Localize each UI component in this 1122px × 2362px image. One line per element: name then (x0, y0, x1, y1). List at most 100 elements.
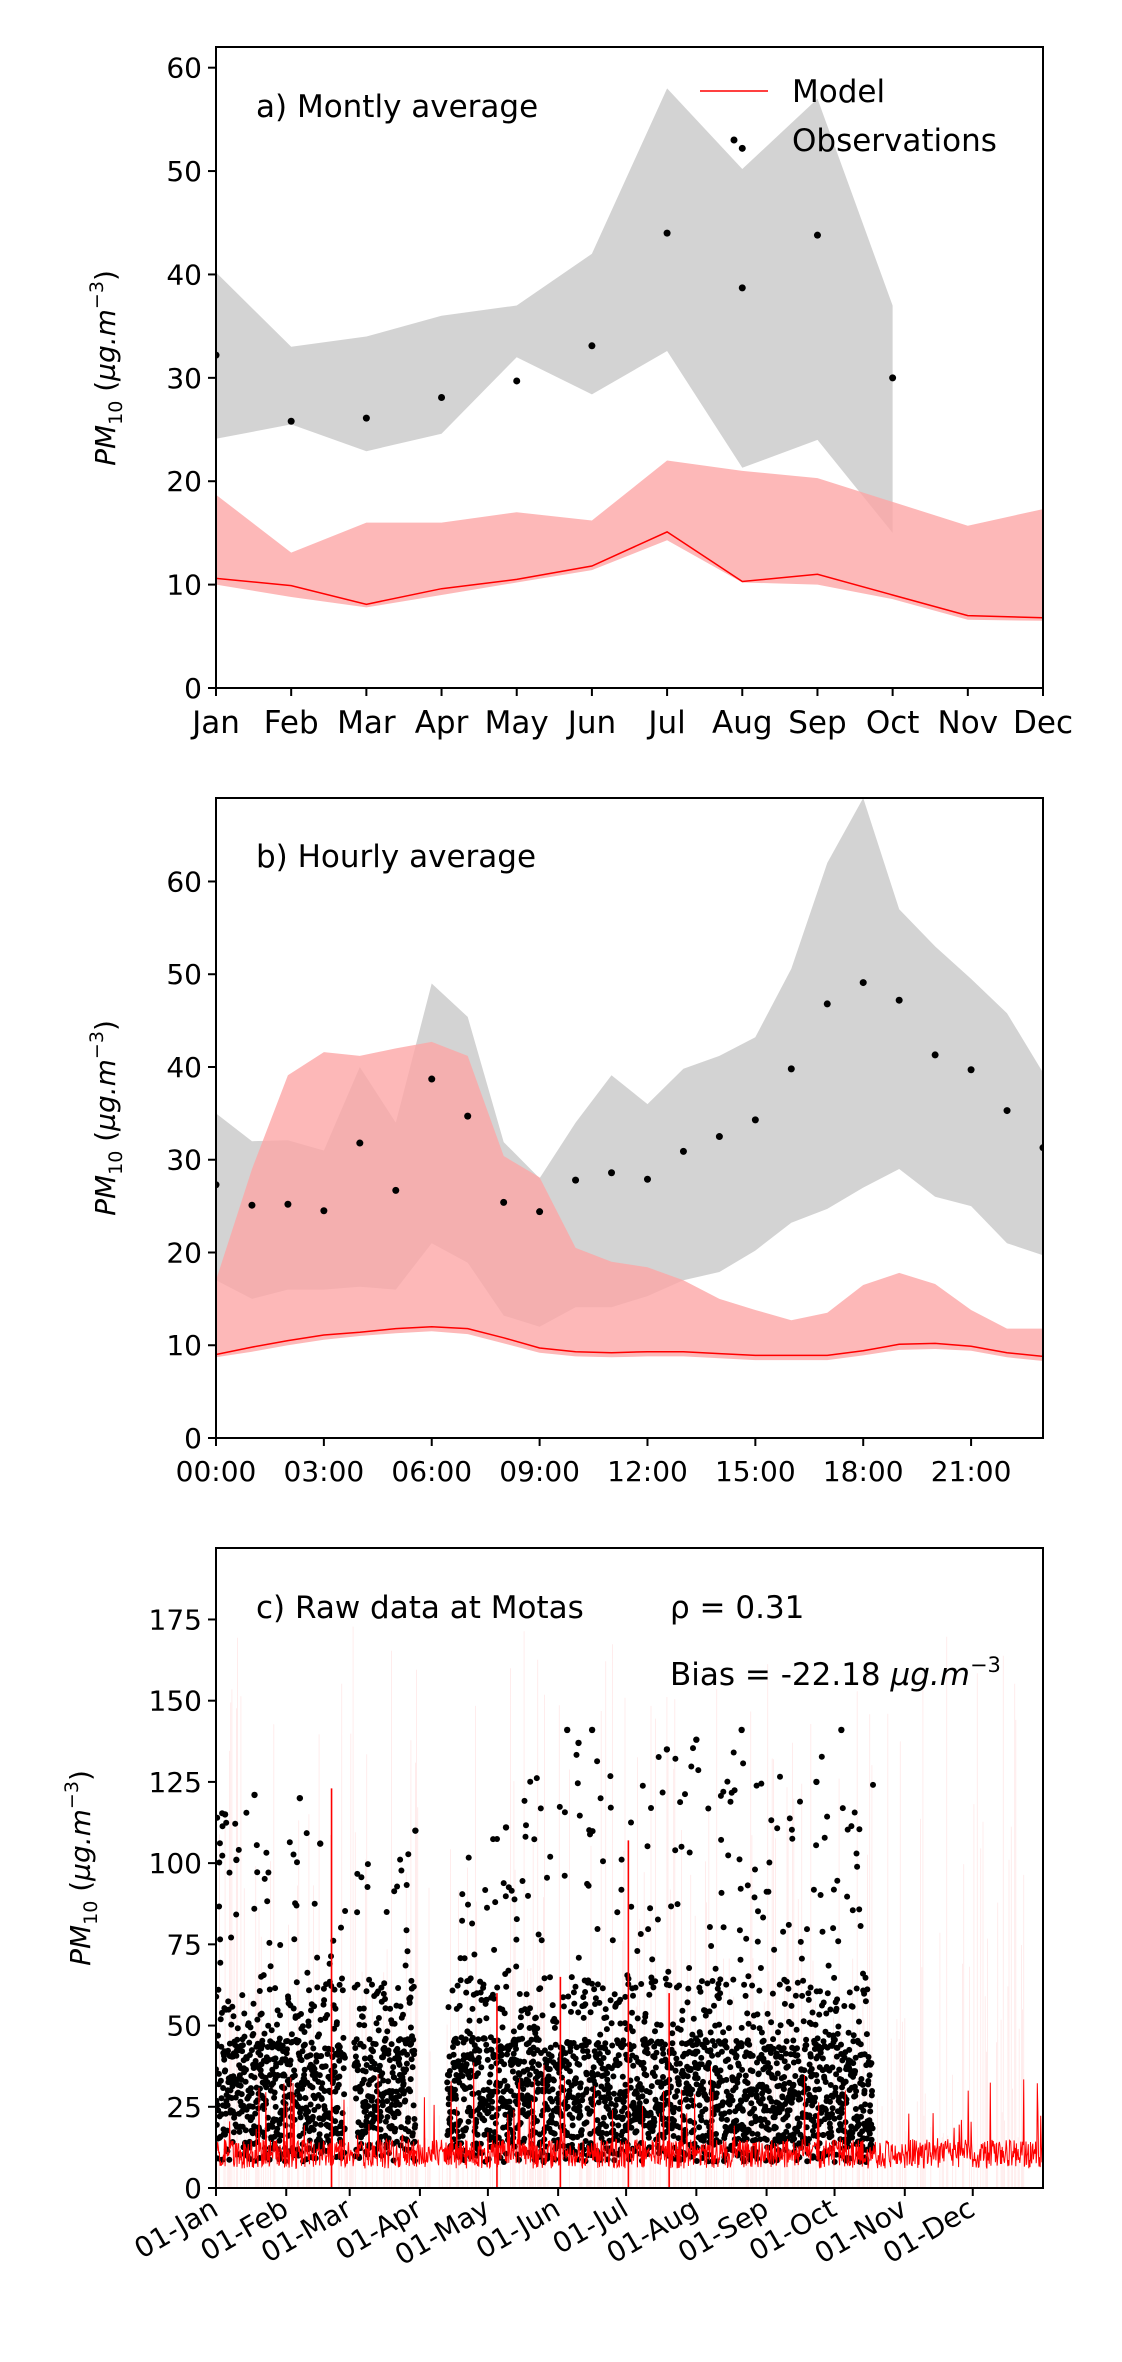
panel-c-observation-point (805, 1990, 812, 1997)
panel-c-observation-point (751, 2105, 758, 2112)
panel-c-observation-point (353, 2095, 360, 2102)
panel-c-observation-point (410, 2102, 417, 2109)
panel-c-observation-point (522, 1833, 529, 1840)
panel-c-observation-point (281, 2072, 288, 2079)
panel-c-observation-point (411, 2138, 418, 2145)
panel-c-observation-point (694, 2075, 701, 2082)
panel-c-observation-point (816, 2011, 823, 2018)
panel-c-observation-point (684, 2073, 691, 2080)
panel-c-observation-point (587, 2130, 594, 2137)
panel-c-observation-point (638, 1981, 645, 1987)
panel-c-observation-point (471, 1951, 478, 1958)
panel-c-observation-point (550, 2077, 557, 2084)
panel-c-observation-point (588, 2108, 595, 2115)
panel-c-observation-point (628, 1903, 635, 1910)
panel-c-observation-point (858, 2113, 864, 2120)
panel-c-observation-point (453, 2095, 459, 2102)
panel-c-observation-point (717, 2067, 724, 2074)
panel-c-observation-point (813, 1778, 820, 1786)
panel-c-observation-point (548, 2113, 555, 2120)
panel-c-observation-point (339, 1987, 346, 1994)
panel-c-observation-point (237, 2082, 244, 2089)
panel-c-observation-point (216, 2070, 222, 2077)
panel-a-model-line (216, 531, 1043, 619)
panel-c-observation-point (523, 1991, 530, 1998)
panel-c-observation-point (276, 2120, 283, 2127)
panel-c-observation-point (805, 1996, 812, 2003)
panel-c-observation-point (224, 2127, 231, 2134)
panel-b-ytick-label: 40 (166, 1051, 202, 1084)
panel-c-observation-point (867, 2108, 874, 2115)
panel-b-observation-point (859, 979, 867, 987)
panel-c-observation-point (513, 1963, 520, 1970)
panel-c-observation-point (698, 2117, 705, 2124)
panel-c-observation-point (648, 1805, 654, 1811)
panel-c-observation-point (682, 2131, 689, 2138)
panel-c-observation-point (721, 2110, 728, 2117)
panel-a-xtick-label: Nov (938, 705, 999, 741)
panel-c-observation-point (353, 2036, 360, 2043)
panel-c-observation-point (853, 2088, 860, 2095)
panel-c-observation-point (732, 2084, 739, 2091)
panel-c-observation-point (304, 1969, 311, 1976)
panel-c-observation-point (467, 1975, 474, 1982)
panel-c-observation-point (744, 2010, 751, 2017)
panel-c-observation-point (396, 2101, 403, 2108)
panel-c-observation-point (487, 2071, 494, 2078)
panel-c-observation-point (856, 1826, 863, 1833)
panel-c-observation-point (608, 2100, 615, 2107)
panel-c-observation-point (755, 1908, 761, 1915)
panel-b-observation-point (464, 1112, 472, 1120)
panel-c-observation-point (446, 2068, 453, 2074)
panel-c-observation-point (866, 2130, 873, 2137)
panel-c-observation-point (781, 2074, 788, 2080)
panel-c-observation-point (362, 2068, 369, 2075)
panel-c-observation-point (668, 1903, 675, 1910)
panel-c-ytick-label: 0 (184, 2172, 202, 2205)
panel-c-observation-point (301, 2041, 308, 2048)
panel-c-observation-point (670, 2021, 676, 2028)
panel-c-observation-point (837, 2122, 844, 2129)
panel-a-observation-point (663, 229, 671, 237)
panel-c-observation-point (726, 1999, 733, 2006)
panel-c-observation-point (551, 2130, 558, 2137)
panel-c-observation-point (604, 2070, 611, 2077)
panel-c-observation-point (821, 1834, 828, 1841)
panel-c-observation-point (397, 2003, 404, 2010)
panel-c-observation-point (660, 2074, 666, 2080)
panel-a-frame (215, 46, 1044, 689)
panel-c-observation-point (565, 1993, 572, 2000)
panel-c-observation-point (807, 2053, 814, 2060)
panel-c-observation-point (226, 1869, 233, 1876)
panel-c-observation-point (603, 2130, 610, 2137)
panel-c-observation-point (404, 2137, 411, 2144)
panel-c-observation-point (682, 1791, 688, 1798)
panel-c-observation-point (716, 2021, 723, 2028)
panel-c-observation-point (371, 2060, 378, 2067)
panel-b-xtick-label: 21:00 (931, 1455, 1012, 1488)
panel-c-observation-point (316, 2031, 322, 2038)
panel-c-observation-point (863, 2031, 870, 2038)
panel-c-observation-point (621, 2093, 628, 2100)
panel-c-observation-point (810, 1886, 817, 1893)
panel-c-observation-point (585, 2053, 592, 2060)
panel-c-observation-point (812, 2021, 819, 2028)
panel-c-observation-point (577, 2112, 584, 2119)
panel-c-observation-point (820, 2132, 827, 2138)
panel-c-observation-point (312, 2121, 319, 2127)
panel-c-observation-point (824, 1813, 831, 1820)
panel-c-observation-point (634, 1948, 641, 1954)
panel-c-observation-point (634, 2075, 641, 2082)
panel-c-observation-point (297, 2114, 304, 2121)
panel-c-observation-point (484, 2056, 491, 2063)
panel-c-observation-point (750, 2024, 757, 2031)
panel-c-observation-point (850, 2032, 857, 2039)
panel-c-observation-point (600, 2114, 607, 2121)
panel-c-observation-point (695, 1767, 702, 1774)
panel-c-observation-point (760, 2037, 767, 2044)
panel-c-observation-point (810, 2153, 817, 2160)
panel-c-observation-point (354, 1981, 361, 1988)
panel-c-observation-point (309, 2084, 316, 2091)
panel-c-observation-point (216, 1859, 223, 1866)
panel-c-observation-point (829, 2105, 836, 2112)
